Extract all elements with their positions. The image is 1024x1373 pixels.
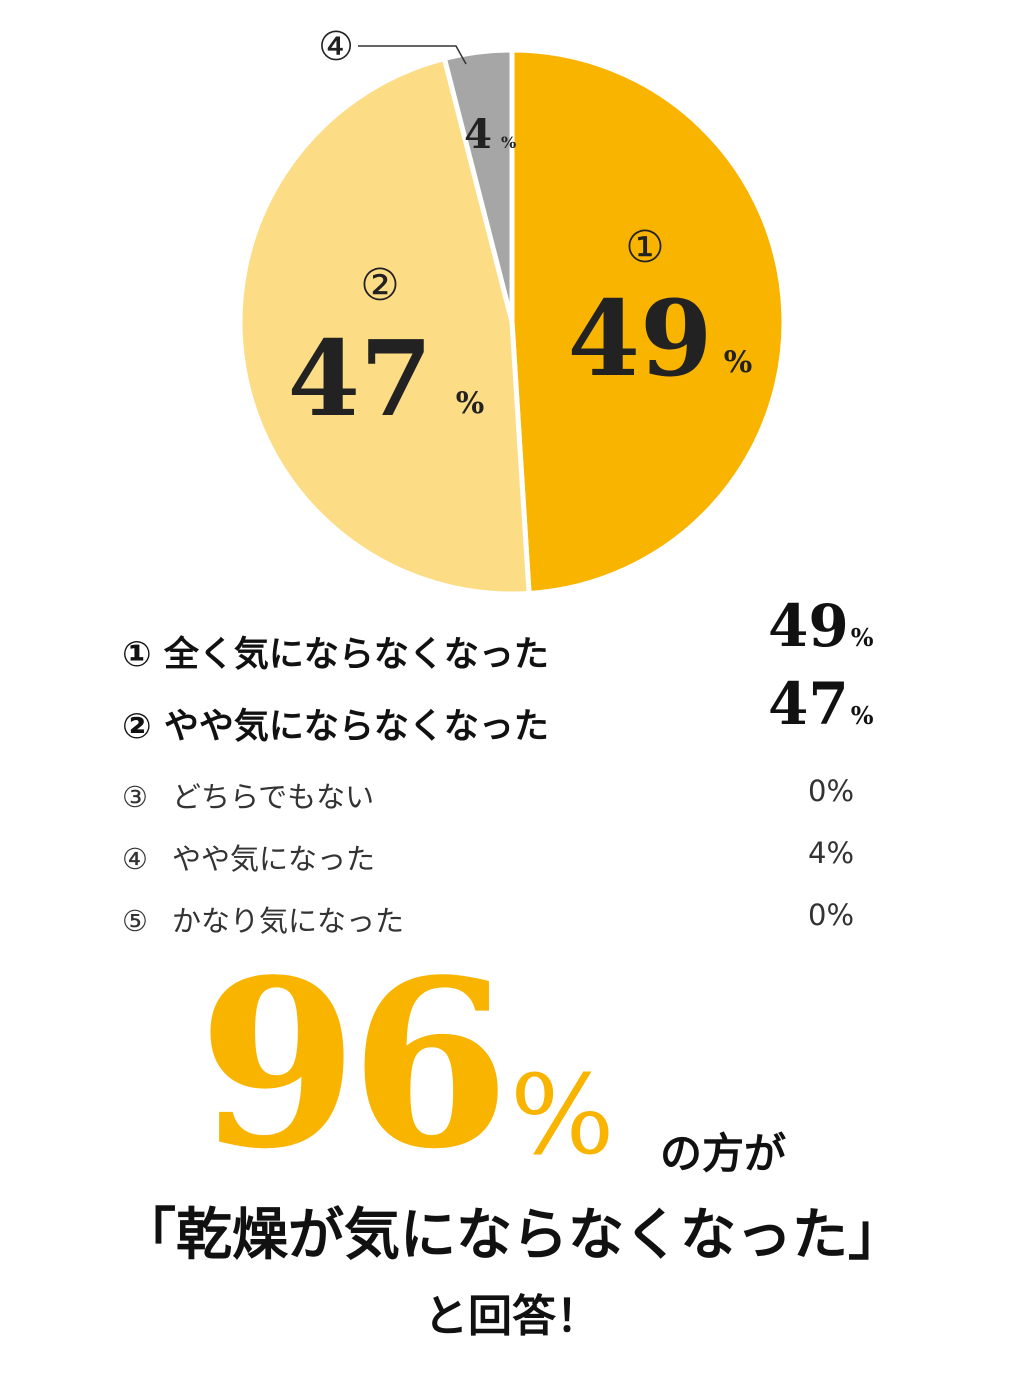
legend-value: 47%: [768, 670, 874, 738]
slice-4-leader-line: [358, 45, 467, 65]
slice-2-unit: %: [456, 386, 485, 421]
legend-value: 49%: [768, 592, 874, 660]
slice-4-value: 4: [464, 111, 492, 158]
pie-slice-2: [237, 55, 532, 597]
legend-marker: ①: [122, 635, 152, 675]
legend-value: 4%: [808, 836, 855, 870]
legend-value: 0%: [808, 898, 855, 932]
summary-suffix: の方が: [660, 1129, 787, 1178]
slice-2-marker: ②: [360, 260, 399, 311]
pie-slice-1: [509, 47, 787, 597]
pie-chart: ①49 % ② 47 % 4 % ④: [237, 24, 787, 597]
legend-marker: ⑤: [122, 904, 148, 938]
summary-unit: %: [510, 1051, 615, 1179]
legend-value: 0%: [808, 774, 855, 808]
slice-4-marker: ④: [318, 24, 354, 70]
legend-label: 全く気にならなくなった: [163, 635, 549, 675]
summary-conclusion: と回答！: [424, 1291, 600, 1342]
slice-1-value: 49: [568, 277, 713, 400]
slice-1-unit: %: [724, 345, 753, 380]
legend-label: やや気にならなくなった: [163, 707, 549, 747]
pie-chart-area: ① 49% ② 47% 4% ④: [0, 0, 1024, 600]
legend-label: やや気になった: [172, 842, 376, 876]
summary-quote: 「乾燥が気にならなくなった」: [120, 1203, 904, 1268]
summary-callout: 96 % の方が 「乾燥が気にならなくなった」 と回答！: [0, 950, 1024, 1370]
legend-label: どちらでもない: [172, 780, 375, 814]
legend-marker: ②: [122, 707, 152, 747]
slice-2-value: 47: [288, 317, 433, 440]
legend-label: かなり気になった: [172, 904, 405, 938]
slice-1-marker: ①: [625, 222, 664, 273]
legend-marker: ④: [122, 842, 148, 876]
summary-number: 96: [198, 930, 510, 1200]
slice-4-unit: %: [501, 133, 516, 152]
legend-marker: ③: [122, 780, 148, 814]
